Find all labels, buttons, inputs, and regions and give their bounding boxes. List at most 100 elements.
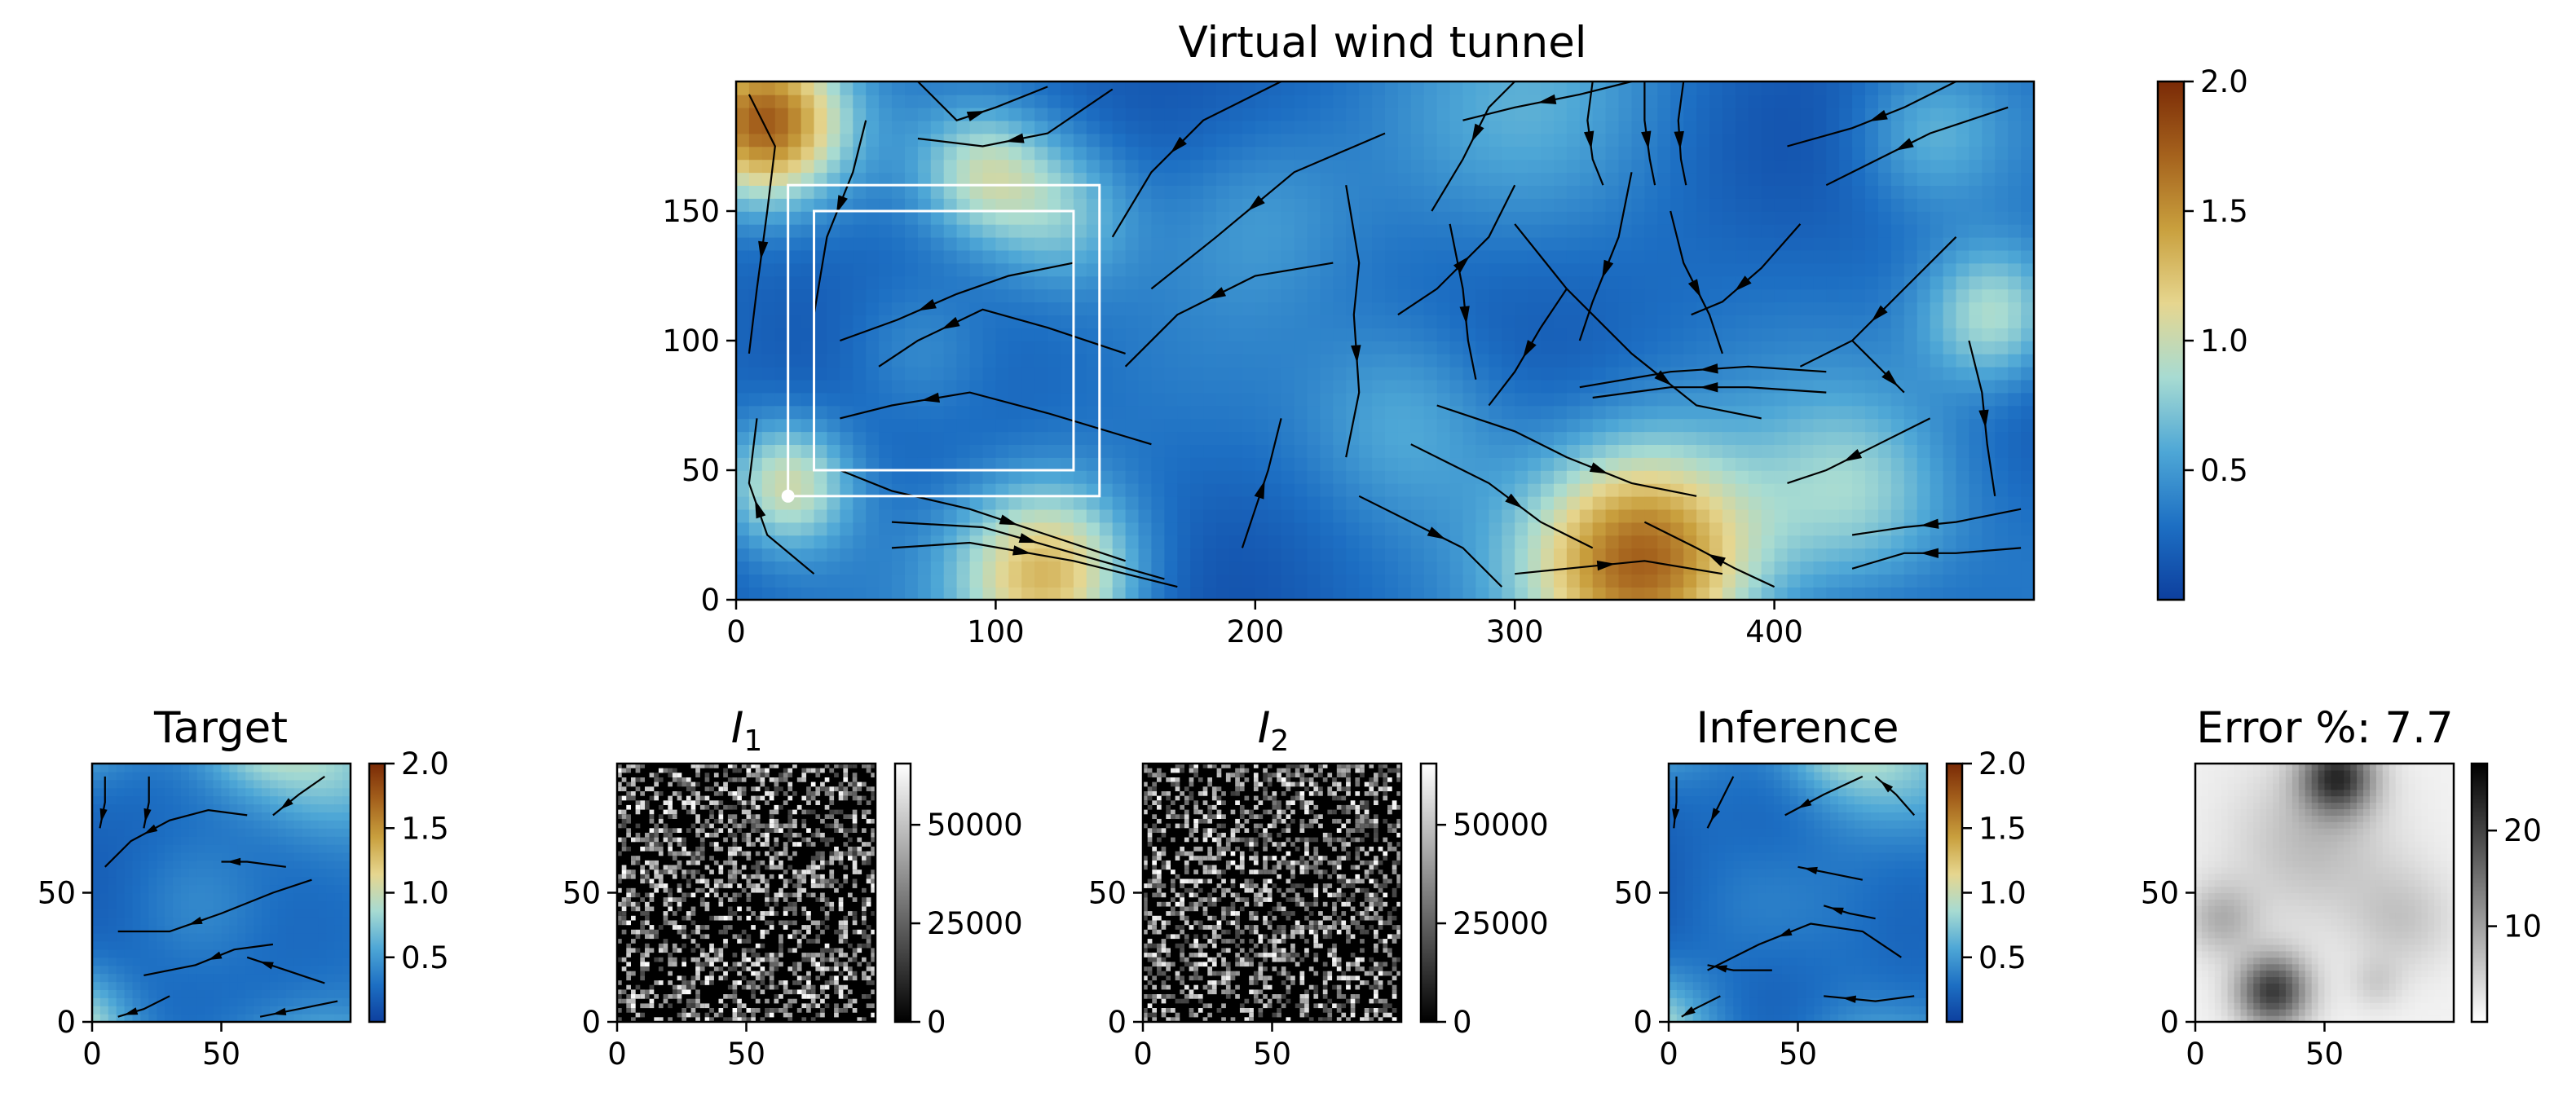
heatmap-cell — [1748, 211, 1762, 225]
heatmap-cell — [1320, 431, 1334, 445]
heatmap-cell — [1061, 418, 1074, 433]
heatmap-cell — [1320, 457, 1334, 471]
heatmap-cell — [165, 795, 174, 805]
streamline-arrow — [1247, 195, 1265, 211]
heatmap-cell — [229, 965, 238, 975]
heatmap-cell — [1203, 198, 1217, 212]
heatmap-cell — [1554, 548, 1568, 562]
heatmap-cell — [1462, 379, 1477, 394]
heatmap-cell — [879, 574, 893, 588]
heatmap-cell — [1943, 275, 1957, 290]
heatmap-cell — [1943, 81, 1957, 95]
heatmap-cell — [866, 198, 880, 212]
heatmap-cell — [1423, 587, 1438, 601]
heatmap-cell — [1061, 223, 1074, 238]
heatmap-cell — [1372, 185, 1386, 199]
heatmap-cell — [1903, 198, 1918, 212]
heatmap-cell — [1372, 120, 1386, 134]
heatmap-cell — [1061, 146, 1074, 161]
heatmap-cell — [1528, 392, 1542, 407]
heatmap-cell — [1073, 522, 1087, 536]
heatmap-cell — [1475, 548, 1490, 562]
heatmap-cell — [1865, 146, 1879, 161]
heatmap-cell — [1021, 379, 1035, 394]
heatmap-cell — [1151, 482, 1166, 497]
heatmap-cell — [1112, 328, 1127, 341]
heatmap-cell — [1956, 379, 1970, 394]
heatmap-cell — [1878, 431, 1892, 445]
heatmap-cell — [736, 457, 750, 471]
heatmap-cell — [1489, 315, 1503, 328]
heatmap-cell — [229, 1014, 238, 1023]
heatmap-cell — [1541, 315, 1555, 328]
heatmap-cell — [1436, 107, 1451, 121]
heatmap-cell — [1644, 392, 1659, 407]
heatmap-cell — [1255, 223, 1269, 238]
heatmap-cell — [1528, 236, 1542, 251]
heatmap-cell — [1048, 353, 1061, 368]
heatmap-cell — [1995, 405, 2009, 420]
heatmap-cell — [1061, 81, 1074, 95]
heatmap-cell — [254, 925, 262, 934]
heatmap-cell — [1969, 172, 1983, 186]
heatmap-cell — [1930, 328, 1944, 341]
heatmap-cell — [277, 779, 287, 789]
heatmap-cell — [748, 185, 763, 199]
heatmap-cell — [853, 185, 867, 199]
heatmap-cell — [1138, 94, 1153, 108]
heatmap-cell — [1229, 198, 1243, 212]
heatmap-cell — [1995, 315, 2009, 328]
heatmap-cell — [1670, 431, 1684, 445]
heatmap-cell — [1813, 522, 1828, 536]
streamline-arrow — [1707, 553, 1726, 567]
heatmap-cell — [1397, 418, 1412, 433]
heatmap-cell — [221, 909, 230, 918]
heatmap-cell — [866, 587, 880, 601]
heatmap-cell — [293, 884, 303, 894]
heatmap-cell — [1878, 495, 1892, 510]
heatmap-cell — [1021, 482, 1035, 497]
heatmap-cell — [995, 159, 1010, 174]
heatmap-cell — [1670, 508, 1684, 523]
heatmap-cell — [124, 876, 134, 886]
heatmap-cell — [1229, 262, 1243, 277]
heatmap-cell — [229, 892, 238, 901]
heatmap-cell — [1151, 418, 1166, 433]
heatmap-cell — [213, 812, 223, 821]
heatmap-cell — [205, 803, 214, 812]
heatmap-cell — [943, 211, 958, 225]
heatmap-cell — [736, 379, 750, 394]
heatmap-cell — [1670, 405, 1684, 420]
heatmap-cell — [1969, 366, 1983, 381]
heatmap-cell — [1333, 81, 1347, 95]
heatmap-cell — [1917, 457, 1931, 471]
heatmap-cell — [1216, 328, 1230, 341]
heatmap-cell — [1917, 444, 1931, 458]
heatmap-cell — [92, 925, 101, 934]
heatmap-cell — [892, 418, 906, 433]
heatmap-cell — [1268, 120, 1282, 134]
heatmap-cell — [1294, 262, 1308, 277]
heatmap-cell — [1268, 146, 1282, 161]
heatmap-cell — [1216, 353, 1230, 368]
heatmap-cell — [1216, 418, 1230, 433]
heatmap-cell — [302, 852, 311, 861]
heatmap-cell — [1528, 198, 1542, 212]
heatmap-cell — [1943, 133, 1957, 147]
heatmap-cell — [269, 892, 279, 901]
heatmap-cell — [917, 275, 932, 290]
streamline-arrow — [1018, 533, 1038, 544]
heatmap-cell — [1294, 379, 1308, 394]
heatmap-cell — [165, 876, 174, 886]
heatmap-cell — [1969, 133, 1983, 147]
heatmap-cell — [132, 884, 141, 894]
heatmap-cell — [1008, 275, 1022, 290]
heatmap-cell — [1735, 457, 1749, 471]
heatmap-cell — [1541, 302, 1555, 315]
heatmap-cell — [1839, 431, 1853, 445]
heatmap-cell — [1385, 107, 1399, 121]
heatmap-cell — [1320, 535, 1334, 549]
heatmap-cell — [787, 94, 802, 108]
heatmap-cell — [1436, 495, 1451, 510]
heatmap-cell — [1592, 185, 1607, 199]
